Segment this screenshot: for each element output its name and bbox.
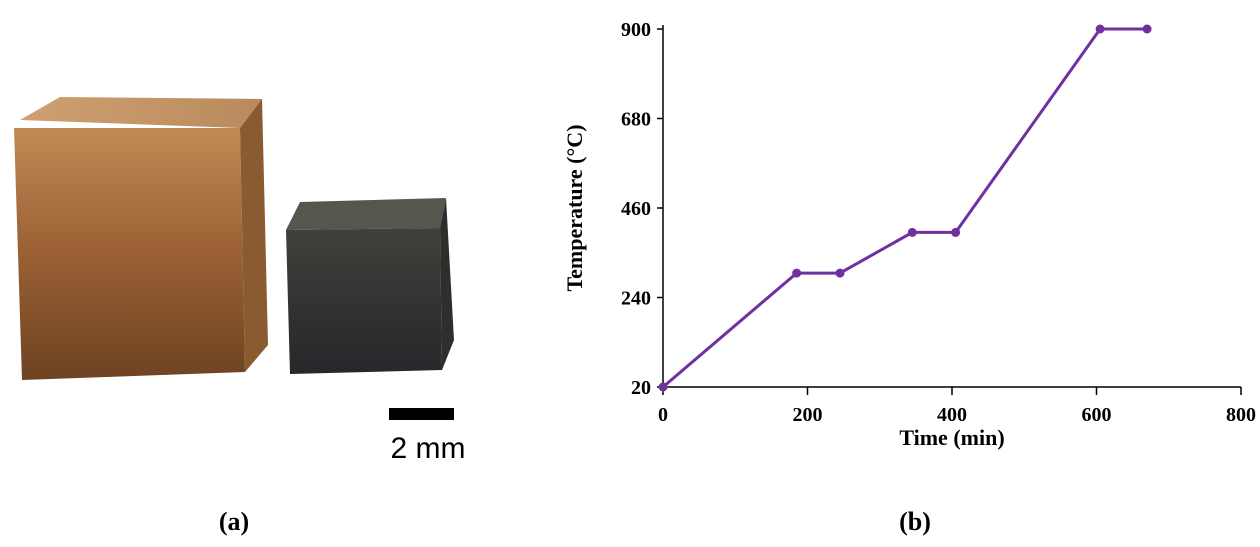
data-point xyxy=(951,228,960,237)
y-tick-label: 680 xyxy=(621,109,651,131)
x-tick-label: 400 xyxy=(937,404,967,426)
x-tick-label: 200 xyxy=(793,404,823,426)
data-point xyxy=(659,383,668,392)
panel-label: (b) xyxy=(899,507,931,536)
data-point xyxy=(1143,25,1152,34)
scale-bar xyxy=(389,408,454,420)
data-point xyxy=(792,269,801,278)
x-axis-title: Time (min) xyxy=(899,425,1004,450)
y-axis-title: Temperature (°C) xyxy=(562,124,587,291)
x-tick-label: 800 xyxy=(1226,404,1256,426)
y-tick-label: 20 xyxy=(631,377,651,399)
scale-label: 2 mm xyxy=(391,432,466,465)
data-point xyxy=(1096,25,1105,34)
x-tick-label: 0 xyxy=(658,404,668,426)
data-line xyxy=(663,29,1147,387)
data-point xyxy=(836,269,845,278)
x-tick-label: 600 xyxy=(1082,404,1112,426)
y-tick-label: 900 xyxy=(621,19,651,41)
data-point xyxy=(908,228,917,237)
panel-label: (a) xyxy=(219,507,249,536)
figure: 2 mm (a) (b) Time (min) Temperature (°C)… xyxy=(0,0,1260,547)
y-tick-label: 460 xyxy=(621,198,651,220)
y-tick-label: 240 xyxy=(621,288,651,310)
photo xyxy=(14,97,454,380)
